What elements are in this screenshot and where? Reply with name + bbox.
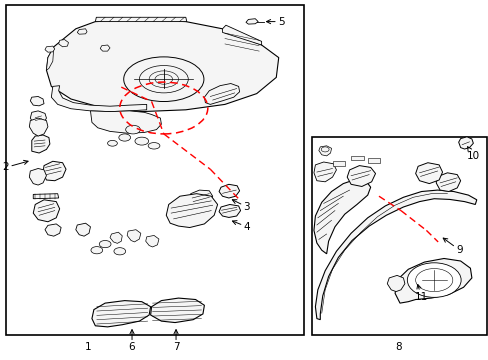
Polygon shape — [204, 84, 239, 104]
Polygon shape — [43, 161, 66, 181]
Ellipse shape — [119, 134, 130, 141]
Text: 3: 3 — [232, 200, 250, 212]
Polygon shape — [367, 158, 380, 163]
Polygon shape — [46, 20, 278, 112]
Polygon shape — [77, 29, 87, 34]
Ellipse shape — [135, 137, 148, 145]
Polygon shape — [92, 301, 150, 327]
Polygon shape — [46, 47, 54, 70]
Polygon shape — [45, 224, 61, 236]
Polygon shape — [127, 230, 141, 242]
Polygon shape — [346, 166, 375, 186]
Ellipse shape — [407, 263, 460, 297]
Text: 5: 5 — [266, 17, 284, 27]
Polygon shape — [51, 86, 146, 112]
Text: 10: 10 — [466, 147, 479, 161]
Text: 9: 9 — [442, 238, 462, 255]
Polygon shape — [189, 190, 212, 209]
Text: 7: 7 — [172, 330, 179, 352]
Text: 6: 6 — [128, 330, 135, 352]
Polygon shape — [318, 146, 331, 156]
Bar — [311, 137, 486, 335]
Polygon shape — [45, 46, 55, 52]
Polygon shape — [29, 118, 48, 136]
Polygon shape — [30, 96, 44, 106]
Bar — [6, 5, 304, 335]
Polygon shape — [386, 275, 404, 292]
Polygon shape — [100, 45, 110, 51]
Text: 2: 2 — [2, 160, 28, 172]
Polygon shape — [435, 173, 460, 192]
Polygon shape — [166, 194, 217, 228]
Polygon shape — [415, 163, 442, 184]
Ellipse shape — [107, 140, 117, 146]
Polygon shape — [313, 179, 370, 254]
Polygon shape — [30, 111, 46, 124]
Text: 1: 1 — [84, 342, 91, 352]
Polygon shape — [29, 168, 46, 185]
Polygon shape — [32, 135, 50, 153]
Ellipse shape — [321, 147, 328, 152]
Ellipse shape — [91, 247, 102, 254]
Polygon shape — [33, 200, 60, 222]
Text: 8: 8 — [394, 342, 401, 352]
Polygon shape — [350, 156, 364, 160]
Polygon shape — [222, 25, 261, 45]
Polygon shape — [59, 40, 68, 47]
Ellipse shape — [114, 248, 125, 255]
Polygon shape — [76, 223, 90, 236]
Polygon shape — [150, 298, 204, 323]
Ellipse shape — [123, 57, 203, 102]
Polygon shape — [219, 184, 239, 198]
Ellipse shape — [148, 143, 160, 149]
Polygon shape — [245, 19, 258, 24]
Text: 4: 4 — [232, 221, 250, 232]
Polygon shape — [332, 161, 344, 166]
Ellipse shape — [99, 240, 111, 248]
Polygon shape — [90, 111, 161, 133]
Polygon shape — [313, 162, 336, 182]
Polygon shape — [458, 137, 472, 149]
Text: 11: 11 — [414, 284, 427, 302]
Polygon shape — [315, 190, 476, 320]
Polygon shape — [219, 204, 240, 217]
Polygon shape — [110, 232, 122, 243]
Polygon shape — [145, 235, 159, 247]
Polygon shape — [394, 258, 471, 303]
Polygon shape — [95, 17, 186, 22]
Polygon shape — [33, 194, 59, 199]
Ellipse shape — [125, 125, 140, 134]
